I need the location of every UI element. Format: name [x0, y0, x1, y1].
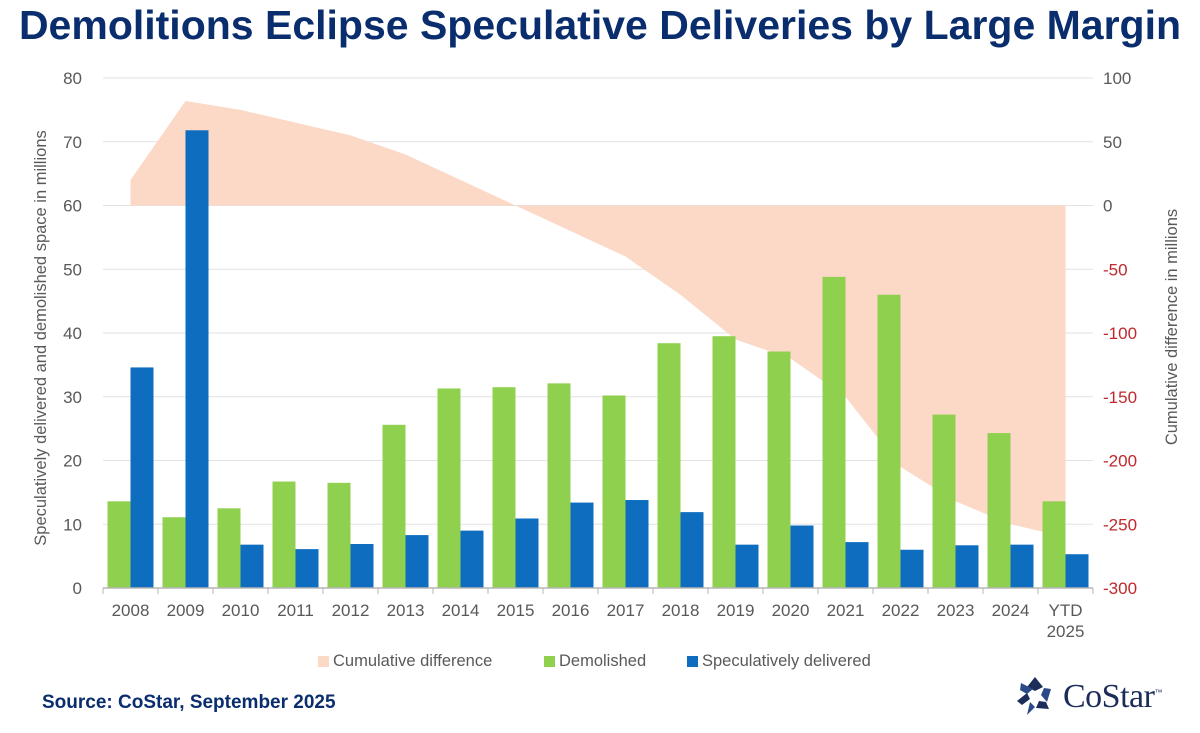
- costar-logo: CoStar ™: [1013, 674, 1162, 720]
- bar-layer: [107, 130, 1089, 588]
- x-tick-label: 2008: [112, 601, 150, 620]
- x-tick-label: 2013: [387, 601, 425, 620]
- bar-speculatively-delivered: [955, 545, 979, 588]
- bar-speculatively-delivered: [515, 518, 539, 588]
- costar-star-icon: [1017, 677, 1051, 715]
- y-tick-label: 70: [63, 133, 82, 152]
- bar-demolished: [327, 482, 351, 588]
- y2-tick-label: -300: [1103, 579, 1137, 598]
- bar-demolished: [932, 414, 956, 588]
- y-tick-label: 0: [73, 579, 82, 598]
- bar-speculatively-delivered: [295, 549, 319, 588]
- legend-label: Speculatively delivered: [702, 652, 871, 670]
- tick-labels: 0 10 20 30 40 50 60 70 80 -300 -250 -200 -150 -100 -50…: [32, 69, 1181, 641]
- bar-speculatively-delivered: [240, 544, 264, 588]
- y2-tick-label: -100: [1103, 324, 1137, 343]
- bar-demolished: [602, 395, 626, 588]
- bar-speculatively-delivered: [570, 502, 594, 588]
- trademark-symbol: ™: [1154, 688, 1163, 697]
- bar-speculatively-delivered: [680, 512, 704, 588]
- legend-swatch: [544, 656, 555, 667]
- y2-tick-label: -200: [1103, 452, 1137, 471]
- source-note: Source: CoStar, September 2025: [42, 692, 336, 713]
- bar-demolished: [492, 387, 516, 588]
- bar-demolished: [272, 481, 296, 588]
- x-tick-label: 2018: [662, 601, 700, 620]
- axes: [102, 587, 1094, 594]
- bar-demolished: [107, 501, 131, 588]
- y2-axis-title: Cumulative difference in millions: [1163, 209, 1181, 445]
- bar-speculatively-delivered: [1010, 544, 1034, 588]
- bar-demolished: [657, 343, 681, 588]
- y2-tick-label: 100: [1103, 69, 1131, 88]
- y-tick-label: 30: [63, 388, 82, 407]
- legend: Cumulative difference Demolished Speculati…: [318, 652, 871, 670]
- x-tick-label: 2009: [167, 601, 205, 620]
- y2-tick-label: -150: [1103, 388, 1137, 407]
- x-tick-label: YTD 2025: [1047, 601, 1085, 641]
- y-tick-label: 40: [63, 324, 82, 343]
- x-tick-label: 2019: [717, 601, 755, 620]
- bar-demolished: [162, 517, 186, 588]
- bar-demolished: [767, 351, 791, 588]
- y2-tick-label: -250: [1103, 515, 1137, 534]
- bar-demolished: [987, 433, 1011, 588]
- y2-tick-label: -50: [1103, 260, 1128, 279]
- bar-demolished: [382, 424, 406, 588]
- bar-demolished: [712, 336, 736, 588]
- bar-speculatively-delivered: [735, 544, 759, 588]
- y-tick-label: 80: [63, 69, 82, 88]
- bar-speculatively-delivered: [625, 500, 649, 588]
- x-tick-label: 2014: [442, 601, 480, 620]
- bar-speculatively-delivered: [130, 367, 154, 588]
- y2-tick-label: 50: [1103, 133, 1122, 152]
- x-tick-label: 2022: [882, 601, 920, 620]
- bar-speculatively-delivered: [460, 530, 484, 588]
- y-tick-label: 60: [63, 197, 82, 216]
- legend-label: Cumulative difference: [333, 652, 492, 670]
- bar-demolished: [437, 388, 461, 588]
- x-tick-label: 2017: [607, 601, 645, 620]
- y-axis-title: Speculatively delivered and demolished s…: [32, 130, 50, 545]
- bar-speculatively-delivered: [185, 130, 209, 588]
- bar-speculatively-delivered: [405, 535, 429, 588]
- y-tick-label: 20: [63, 452, 82, 471]
- bar-speculatively-delivered: [845, 542, 869, 588]
- x-tick-label: 2012: [332, 601, 370, 620]
- x-tick-label: 2021: [827, 601, 865, 620]
- legend-swatch: [318, 656, 329, 667]
- bar-speculatively-delivered: [790, 525, 814, 588]
- bar-demolished: [217, 508, 241, 588]
- y-tick-label: 10: [63, 515, 82, 534]
- legend-label: Demolished: [559, 652, 646, 670]
- x-tick-label: 2011: [277, 601, 314, 620]
- bar-demolished: [1042, 501, 1066, 588]
- cumulative-area-layer: [130, 100, 1066, 537]
- bar-speculatively-delivered: [1065, 554, 1089, 588]
- costar-wordmark: CoStar: [1063, 678, 1155, 715]
- chart-title: Demolitions Eclipse Speculative Deliveri…: [18, 2, 1182, 48]
- legend-swatch: [687, 656, 698, 667]
- x-tick-label: 2015: [497, 601, 535, 620]
- cumulative-difference-area: [130, 100, 1066, 537]
- y-tick-label: 50: [63, 260, 82, 279]
- x-tick-label: 2016: [552, 601, 590, 620]
- bar-demolished: [547, 383, 571, 588]
- x-tick-label: 2024: [992, 601, 1030, 620]
- bar-demolished: [822, 276, 846, 588]
- x-tick-label: 2010: [222, 601, 260, 620]
- x-tick-label: 2023: [937, 601, 975, 620]
- y2-tick-label: 0: [1103, 197, 1112, 216]
- bar-speculatively-delivered: [900, 549, 924, 588]
- x-tick-label: 2020: [772, 601, 810, 620]
- bar-demolished: [877, 294, 901, 588]
- bar-speculatively-delivered: [350, 544, 374, 588]
